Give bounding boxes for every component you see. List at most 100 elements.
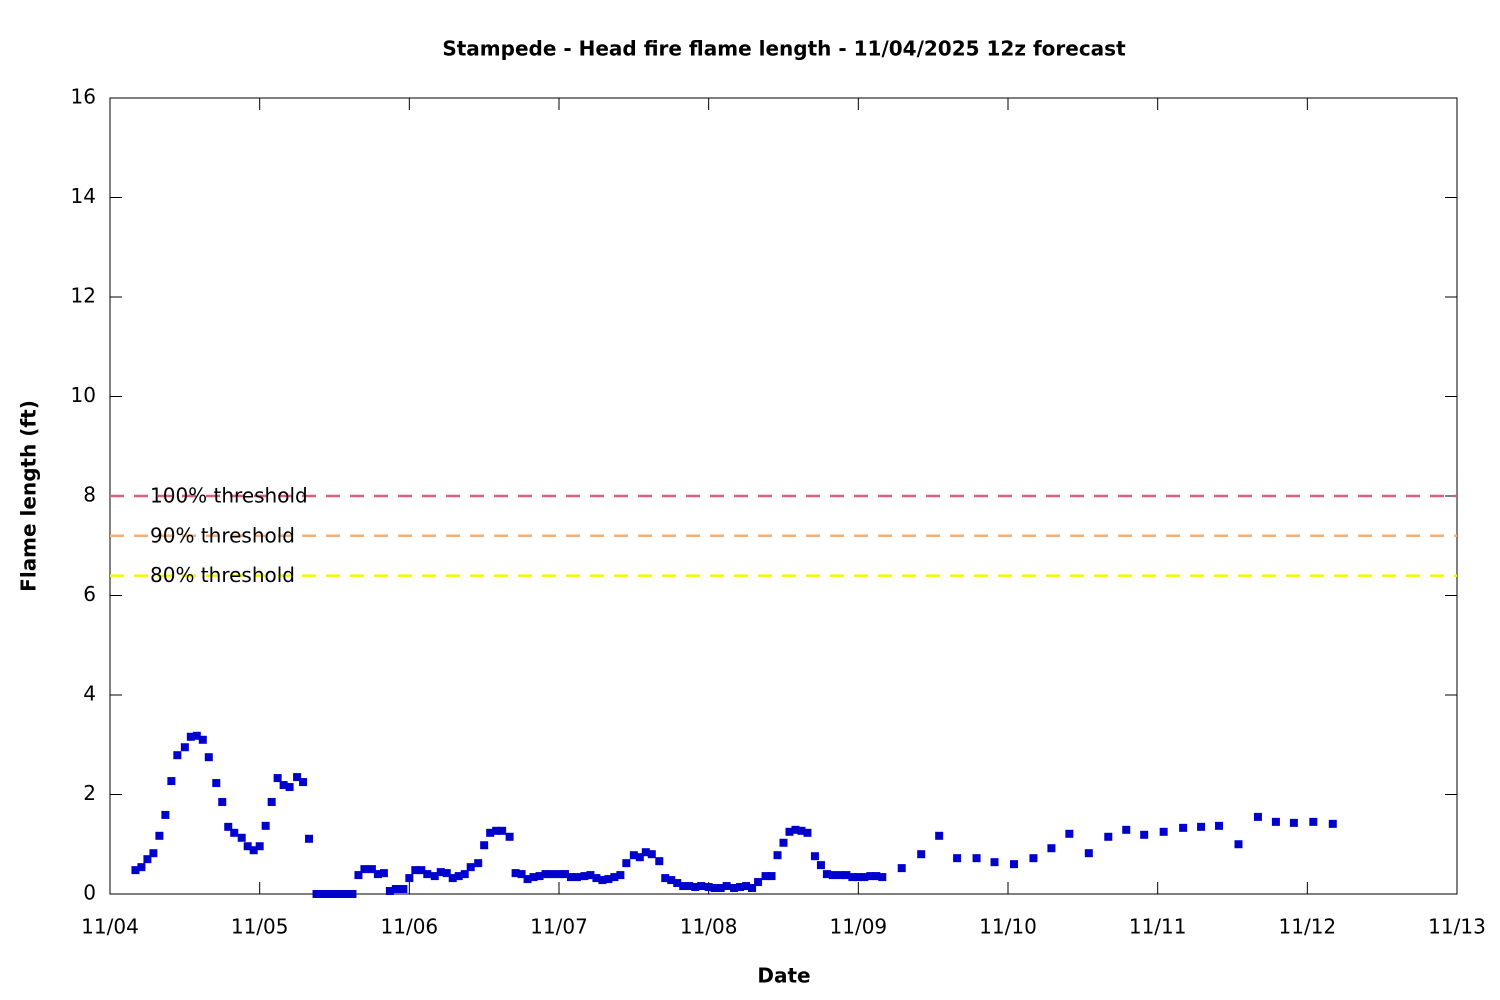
data-point bbox=[1084, 849, 1093, 858]
data-point bbox=[155, 831, 164, 840]
data-point bbox=[318, 890, 327, 898]
x-axis-label: Date bbox=[757, 964, 810, 988]
data-point bbox=[230, 828, 239, 837]
data-point bbox=[423, 870, 432, 879]
data-point bbox=[641, 848, 650, 857]
chart-title: Stampede - Head fire flame length - 11/0… bbox=[442, 37, 1126, 61]
threshold-label: 90% threshold bbox=[150, 523, 295, 547]
data-point bbox=[143, 855, 152, 864]
data-point bbox=[417, 866, 426, 875]
data-point bbox=[679, 882, 688, 891]
data-point bbox=[517, 870, 526, 879]
data-point bbox=[173, 751, 182, 760]
y-tick-label: 14 bbox=[71, 184, 96, 208]
data-point bbox=[1029, 854, 1038, 863]
data-point bbox=[629, 851, 638, 860]
data-point bbox=[529, 873, 538, 882]
data-point bbox=[673, 879, 682, 888]
data-point bbox=[1122, 825, 1131, 834]
data-point bbox=[1047, 844, 1056, 853]
x-tick-label: 11/04 bbox=[81, 915, 139, 939]
data-point bbox=[1309, 817, 1318, 826]
data-point bbox=[192, 731, 201, 740]
data-point bbox=[990, 858, 999, 867]
data-point bbox=[448, 874, 457, 883]
data-point bbox=[505, 832, 514, 841]
data-point bbox=[348, 890, 357, 898]
data-point bbox=[566, 873, 575, 882]
data-point bbox=[560, 870, 569, 879]
data-point bbox=[635, 853, 644, 862]
data-point bbox=[704, 883, 713, 892]
x-tick-label: 11/06 bbox=[381, 915, 439, 939]
data-point bbox=[761, 872, 770, 881]
data-point bbox=[212, 779, 221, 788]
data-point bbox=[555, 870, 563, 879]
data-point bbox=[592, 874, 601, 883]
data-point bbox=[367, 865, 376, 874]
data-point bbox=[511, 869, 520, 878]
data-point bbox=[1104, 832, 1113, 841]
data-point bbox=[828, 871, 837, 880]
data-point bbox=[474, 859, 483, 868]
data-point bbox=[541, 870, 550, 879]
data-point bbox=[442, 869, 451, 878]
data-point bbox=[1179, 823, 1188, 832]
data-point bbox=[842, 871, 851, 880]
threshold-label: 100% threshold bbox=[150, 484, 308, 508]
data-point bbox=[180, 743, 189, 752]
data-point bbox=[655, 857, 664, 866]
data-point bbox=[293, 773, 302, 782]
data-point bbox=[647, 850, 656, 859]
data-point bbox=[1065, 829, 1074, 838]
data-point bbox=[836, 871, 845, 880]
data-point bbox=[730, 884, 739, 893]
data-point bbox=[685, 882, 694, 891]
y-tick-label: 16 bbox=[71, 85, 96, 109]
data-point bbox=[411, 866, 420, 875]
data-point bbox=[580, 872, 589, 881]
data-point bbox=[803, 828, 812, 837]
data-point bbox=[186, 732, 195, 741]
data-point bbox=[622, 859, 631, 868]
x-tick-label: 11/11 bbox=[1129, 915, 1187, 939]
data-point bbox=[480, 841, 489, 850]
data-point bbox=[716, 884, 725, 893]
data-point bbox=[822, 870, 831, 879]
data-point bbox=[354, 871, 363, 880]
data-point bbox=[305, 834, 314, 843]
data-point bbox=[722, 882, 731, 891]
data-point bbox=[312, 890, 321, 898]
data-point bbox=[324, 890, 333, 898]
data-point bbox=[454, 872, 463, 881]
data-point bbox=[198, 735, 207, 744]
data-point bbox=[860, 873, 869, 882]
data-point bbox=[691, 883, 700, 892]
y-tick-label: 10 bbox=[71, 383, 96, 407]
data-point bbox=[767, 872, 776, 881]
data-point bbox=[405, 874, 414, 883]
x-tick-label: 11/07 bbox=[530, 915, 588, 939]
data-point bbox=[667, 876, 676, 885]
data-point bbox=[330, 890, 339, 898]
data-point bbox=[261, 821, 270, 830]
data-point bbox=[249, 846, 258, 855]
data-point bbox=[237, 833, 246, 842]
data-point bbox=[854, 873, 863, 882]
data-point bbox=[572, 873, 581, 882]
data-point bbox=[161, 810, 170, 819]
data-point bbox=[953, 854, 962, 863]
y-tick-label: 4 bbox=[83, 682, 96, 706]
data-point bbox=[797, 826, 806, 835]
data-point bbox=[255, 842, 264, 851]
data-point bbox=[137, 863, 146, 872]
data-point bbox=[535, 872, 544, 881]
x-tick-label: 11/09 bbox=[830, 915, 888, 939]
x-tick-label: 11/08 bbox=[680, 915, 738, 939]
y-axis-label: Flame length (ft) bbox=[17, 400, 41, 592]
data-point bbox=[430, 872, 439, 881]
data-point bbox=[586, 871, 595, 880]
y-tick-label: 12 bbox=[71, 284, 96, 308]
data-point bbox=[273, 774, 282, 783]
